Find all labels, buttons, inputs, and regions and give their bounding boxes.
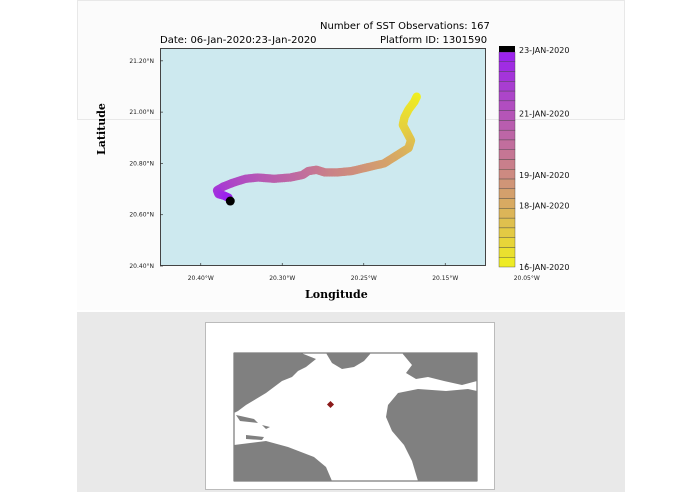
- caribbean-islands: [236, 415, 270, 440]
- track-end-point: [225, 196, 235, 206]
- south-america-land: [234, 441, 332, 481]
- inset-map: [205, 322, 495, 490]
- inset-map-svg: [233, 352, 478, 482]
- plot-area: [160, 48, 486, 266]
- africa-land: [386, 389, 477, 481]
- x-axis-title: Longitude: [305, 288, 368, 301]
- greenland-land: [326, 353, 371, 369]
- observations-count: Number of SST Observations: 167: [320, 21, 490, 32]
- track-plot: [212, 92, 421, 206]
- platform-id: Platform ID: 1301590: [380, 35, 488, 46]
- buoy-location-marker: [326, 400, 335, 409]
- y-axis-title: Latitude: [95, 103, 108, 155]
- north-america-land: [234, 353, 316, 413]
- europe-land: [402, 353, 477, 385]
- date-range: Date: 06-Jan-2020:23-Jan-2020: [160, 35, 317, 46]
